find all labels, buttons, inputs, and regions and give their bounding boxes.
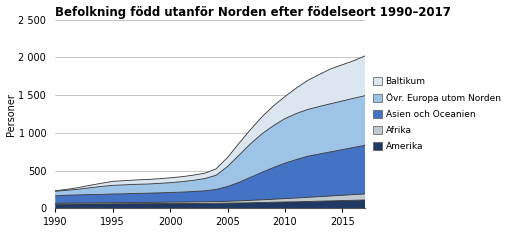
Y-axis label: Personer: Personer: [6, 93, 16, 136]
Text: Befolkning född utanför Norden efter födelseort 1990–2017: Befolkning född utanför Norden efter föd…: [55, 6, 451, 19]
Legend: Baltikum, Övr. Europa utom Norden, Asien och Oceanien, Afrika, Amerika: Baltikum, Övr. Europa utom Norden, Asien…: [373, 77, 500, 151]
